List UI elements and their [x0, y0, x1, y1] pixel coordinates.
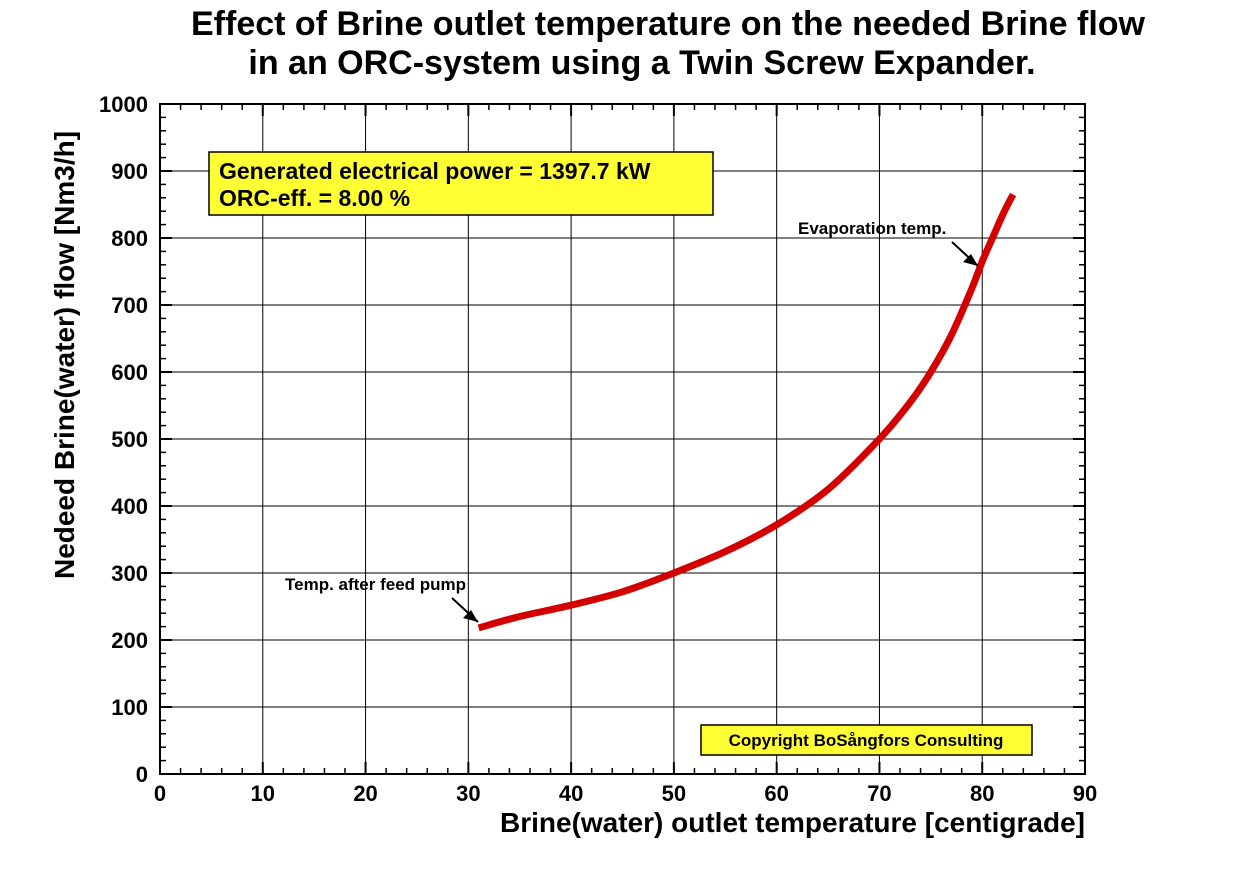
x-tick-label: 50: [662, 781, 686, 806]
x-tick-labels: 0 10 20 30 40 50 60 70 80 90: [154, 781, 1097, 806]
x-tick-label: 70: [867, 781, 891, 806]
annotation-feed-pump-arrowhead: [463, 610, 478, 622]
x-tick-label: 80: [970, 781, 994, 806]
annotation-evaporation-arrowhead: [963, 254, 978, 266]
copyright-box: Copyright BoSångfors Consulting: [700, 724, 1033, 756]
x-tick-label: 40: [559, 781, 583, 806]
annotation-feed-pump: Temp. after feed pump: [285, 575, 479, 623]
info-box-efficiency: ORC-eff. = 8.00 %: [219, 185, 410, 211]
x-tick-label: 30: [456, 781, 480, 806]
y-tick-label: 800: [111, 226, 148, 251]
y-tick-label: 400: [111, 494, 148, 519]
info-box-power: Generated electrical power = 1397.7 kW: [219, 158, 651, 184]
plot-frame: [159, 103, 1086, 775]
x-tick-label: 20: [353, 781, 377, 806]
x-axis-label: Brine(water) outlet temperature [centigr…: [500, 807, 1085, 838]
x-tick-label: 0: [154, 781, 166, 806]
y-tick-label: 600: [111, 360, 148, 385]
annotation-evaporation-text: Evaporation temp.: [798, 219, 946, 238]
annotation-evaporation: Evaporation temp.: [798, 219, 979, 267]
y-tick-label: 500: [111, 427, 148, 452]
info-box: Generated electrical power = 1397.7 kW O…: [208, 151, 714, 216]
y-tick-label: 300: [111, 561, 148, 586]
info-box-background: [208, 151, 714, 216]
y-tick-label: 0: [136, 762, 148, 787]
y-tick-label: 1000: [99, 92, 148, 117]
chart-title-line-1: Effect of Brine outlet temperature on th…: [191, 5, 1146, 43]
y-axis-label: Nedeed Brine(water) flow [Nm3/h]: [49, 131, 80, 579]
x-tick-label: 60: [764, 781, 788, 806]
annotation-feed-pump-text: Temp. after feed pump: [285, 575, 466, 594]
y-tick-label: 200: [111, 628, 148, 653]
chart-title-line-2: in an ORC-system using a Twin Screw Expa…: [248, 44, 1035, 82]
y-tick-label: 900: [111, 159, 148, 184]
copyright-text: Copyright BoSångfors Consulting: [729, 731, 1004, 750]
x-tick-label: 90: [1073, 781, 1097, 806]
y-tick-label: 700: [111, 293, 148, 318]
y-tick-label: 100: [111, 695, 148, 720]
y-tick-labels: 0 100 200 300 400 500 600 700 800 900 1000: [99, 92, 148, 787]
series-brine-flow-line: [477, 192, 1017, 632]
copyright-box-background: [700, 724, 1033, 756]
x-tick-label: 10: [251, 781, 275, 806]
